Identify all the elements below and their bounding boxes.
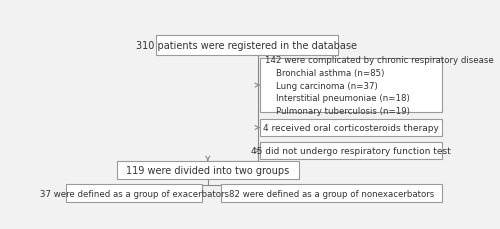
FancyBboxPatch shape [222,184,442,202]
FancyBboxPatch shape [260,59,442,112]
Text: 37 were defined as a group of exacerbators: 37 were defined as a group of exacerbato… [40,189,228,198]
FancyBboxPatch shape [260,142,442,160]
Text: 4 received oral corticosteroids therapy: 4 received oral corticosteroids therapy [263,123,439,132]
Text: 82 were defined as a group of nonexacerbators: 82 were defined as a group of nonexacerb… [229,189,434,198]
FancyBboxPatch shape [66,184,202,202]
FancyBboxPatch shape [117,161,299,179]
Text: 45 did not undergo respiratory function test: 45 did not undergo respiratory function … [252,146,451,155]
FancyBboxPatch shape [156,36,338,56]
Text: 119 were divided into two groups: 119 were divided into two groups [126,165,290,175]
Text: 142 were complicated by chronic respiratory disease
    Bronchial asthma (n=85)
: 142 were complicated by chronic respirat… [265,56,494,116]
Text: 310 patients were registered in the database: 310 patients were registered in the data… [136,41,357,51]
FancyBboxPatch shape [260,119,442,137]
